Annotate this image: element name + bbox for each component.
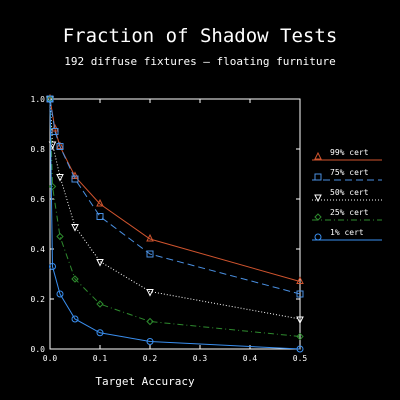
series-layer (46, 93, 304, 353)
legend-item: 1% cert (312, 228, 382, 241)
series-3 (46, 95, 304, 341)
data-point (146, 233, 154, 242)
data-point (146, 289, 154, 297)
legend-marker (314, 233, 322, 241)
data-point (296, 332, 304, 341)
y-tick-label: 1.0 (31, 95, 46, 104)
x-tick-label: 0.1 (93, 354, 108, 363)
legend-label: 50% cert (330, 188, 369, 197)
legend-marker (314, 151, 322, 160)
x-tick-label: 0.3 (193, 354, 208, 363)
data-point (49, 263, 56, 270)
data-point (96, 329, 104, 337)
data-point (56, 143, 64, 150)
x-axis-label: Target Accuracy (95, 375, 195, 388)
data-point (146, 317, 154, 326)
data-point (146, 338, 154, 345)
legend-label: 1% cert (330, 228, 364, 237)
legend-item: 99% cert (312, 148, 382, 161)
data-point (56, 290, 64, 298)
series-1 (46, 95, 304, 298)
data-point (71, 175, 79, 183)
data-point (71, 224, 79, 232)
legend-item: 25% cert (312, 208, 382, 221)
data-point (96, 213, 104, 220)
chart-title: Fraction of Shadow Tests (63, 25, 338, 47)
legend-marker (314, 173, 322, 181)
data-point (56, 232, 64, 241)
legend-label: 75% cert (330, 168, 369, 177)
series-line (49, 98, 301, 282)
x-tick-label: 0.5 (293, 354, 308, 363)
chart-subtitle: 192 diffuse fixtures — floating furnitur… (64, 55, 336, 68)
legend-item: 75% cert (312, 168, 382, 181)
data-point (51, 128, 59, 135)
data-point (56, 141, 64, 149)
series-line (49, 98, 301, 320)
data-point (96, 259, 104, 267)
data-point (296, 290, 304, 298)
legend-marker (314, 194, 322, 203)
data-point (296, 276, 304, 284)
axis-ticks: 0.0 0.1 0.2 0.3 0.4 0.5 0.0 0.2 0.4 0.6 0.8 1.0 (31, 95, 308, 363)
y-tick-label: 0.4 (31, 245, 46, 254)
legend-label: 99% cert (330, 148, 369, 157)
series-line (49, 98, 301, 350)
y-tick-label: 0.0 (31, 345, 46, 354)
series-line (49, 98, 301, 295)
series-0 (46, 93, 304, 284)
data-point (296, 316, 304, 325)
data-point (146, 250, 154, 258)
data-point (96, 198, 104, 207)
series-line (49, 98, 301, 337)
x-tick-label: 0.2 (143, 354, 158, 363)
plot-frame (49, 98, 301, 350)
y-tick-label: 0.6 (31, 195, 46, 204)
legend-label: 25% cert (330, 208, 369, 217)
x-tick-label: 0.0 (43, 354, 58, 363)
data-point (71, 315, 79, 323)
data-point (48, 182, 57, 191)
data-point (296, 345, 304, 353)
data-point (71, 275, 79, 283)
x-tick-label: 0.4 (243, 354, 258, 363)
series-4 (46, 95, 304, 353)
data-point (56, 174, 64, 182)
legend-marker (314, 213, 322, 221)
legend-item: 50% cert (312, 188, 382, 203)
data-point (96, 300, 104, 308)
y-tick-label: 0.8 (31, 145, 46, 154)
y-tick-label: 0.2 (31, 295, 46, 304)
data-point (46, 95, 54, 103)
legend: 99% cert 75% cert 50% cert 25% cert 1% cert (312, 148, 382, 241)
